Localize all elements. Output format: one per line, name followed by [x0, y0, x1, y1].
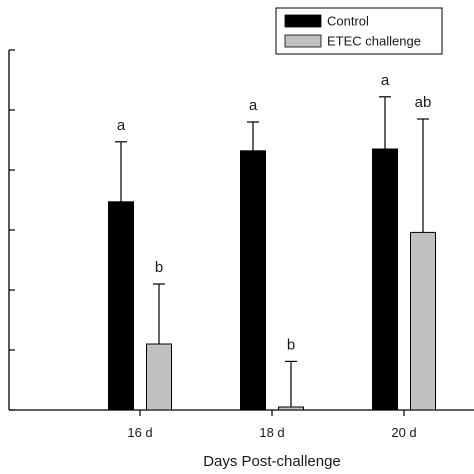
x-tick-label-1: 18 d: [259, 425, 284, 440]
bar-control-1: [240, 150, 266, 411]
sig-label-control-1: a: [249, 97, 258, 114]
legend: Control ETEC challenge: [275, 7, 443, 55]
bar-control-2: [372, 148, 398, 411]
x-axis-ticks: 16 d 18 d 20 d: [127, 410, 417, 440]
sig-label-etec-challenge-0: b: [155, 259, 163, 276]
bar-etec-challenge-1: [278, 406, 304, 411]
y-axis-ticks: [9, 49, 15, 411]
sig-label-control-0: a: [117, 117, 126, 134]
sig-label-etec-challenge-2: ab: [415, 94, 432, 111]
legend-swatch-control: [284, 14, 322, 28]
bar-etec-challenge-0: [146, 343, 172, 411]
x-tick-label-0: 16 d: [127, 425, 152, 440]
bar-etec-challenge-2: [410, 231, 436, 411]
x-axis-title: Days Post-challenge: [203, 453, 341, 470]
legend-label-etec: ETEC challenge: [327, 34, 421, 49]
sig-label-etec-challenge-1: b: [287, 336, 295, 353]
error-bars-group: [115, 96, 429, 407]
sig-label-control-2: a: [381, 72, 390, 89]
legend-label-control: Control: [327, 14, 369, 29]
bar-control-0: [108, 201, 134, 411]
bars-group: [108, 148, 436, 411]
legend-swatch-etec: [284, 34, 322, 48]
x-tick-label-2: 20 d: [391, 425, 416, 440]
